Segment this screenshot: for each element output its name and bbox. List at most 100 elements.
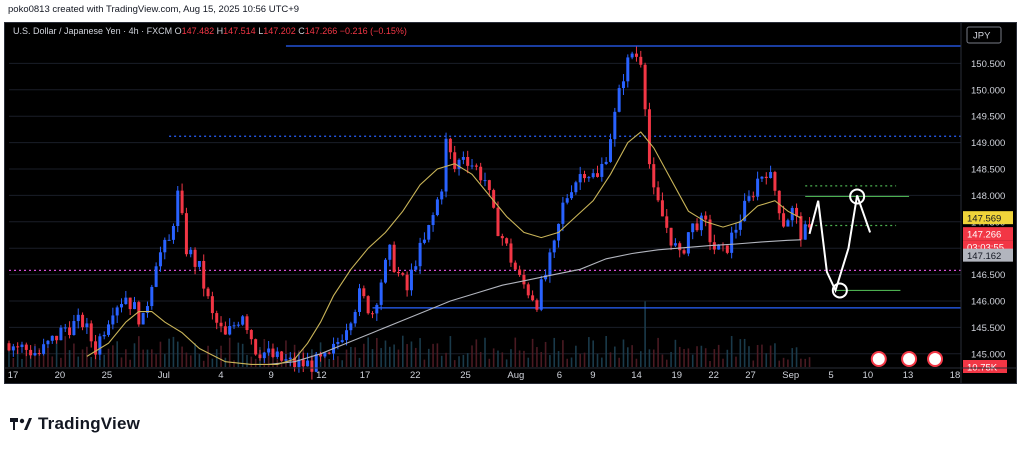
candle-body bbox=[570, 192, 574, 199]
volume-bar bbox=[635, 358, 638, 367]
volume-bar bbox=[800, 358, 802, 367]
time-tick-label: Jul bbox=[158, 370, 170, 381]
volume-bar bbox=[674, 339, 677, 367]
candle-body bbox=[288, 357, 292, 360]
ma-slow-line bbox=[268, 239, 801, 365]
candle-body bbox=[392, 244, 396, 273]
footer bbox=[0, 392, 1024, 450]
candle-body bbox=[375, 304, 379, 314]
candle-body bbox=[124, 297, 128, 305]
volume-bar bbox=[354, 347, 356, 367]
volume-bar bbox=[406, 344, 408, 367]
price-tick-label: 150.000 bbox=[971, 85, 1005, 96]
volume-bar bbox=[726, 349, 729, 367]
volume-bar bbox=[427, 348, 430, 367]
candle-body bbox=[115, 307, 119, 316]
candle-body bbox=[210, 296, 214, 314]
candle-body bbox=[699, 215, 703, 231]
volume-bar bbox=[436, 343, 439, 367]
volume-bar bbox=[107, 348, 110, 367]
candle-body bbox=[435, 199, 439, 216]
volume-bar bbox=[376, 337, 378, 367]
time-tick-label: 6 bbox=[557, 370, 562, 381]
last-price-label-bg bbox=[963, 227, 1013, 241]
candle-body bbox=[111, 315, 115, 325]
candle-body bbox=[319, 354, 323, 357]
volume-bar bbox=[159, 341, 162, 367]
volume-bar bbox=[142, 349, 144, 367]
candle-body bbox=[678, 243, 682, 251]
volume-bar bbox=[678, 346, 681, 367]
volume-bar bbox=[116, 341, 118, 367]
candle-body bbox=[150, 286, 154, 307]
volume-bar bbox=[562, 340, 564, 367]
candle-body bbox=[16, 346, 20, 348]
candle-body bbox=[345, 330, 349, 341]
price-tick-label: 145.500 bbox=[971, 323, 1005, 334]
volume-bar bbox=[449, 336, 452, 367]
price-tick-label: 150.500 bbox=[971, 59, 1005, 70]
candlestick-chart[interactable]: 150.500 150.000 149.500 149.000 148.500 148.0… bbox=[5, 23, 1016, 383]
candle-body bbox=[202, 261, 206, 289]
volume-bar bbox=[64, 336, 67, 367]
volume-bar bbox=[540, 352, 543, 367]
volume-bar bbox=[609, 352, 612, 367]
volume-bar bbox=[220, 345, 222, 367]
time-tick-label: 14 bbox=[631, 370, 642, 381]
candle-body bbox=[184, 213, 188, 255]
candle-body bbox=[349, 323, 353, 331]
candle-body bbox=[271, 348, 275, 357]
candle-body bbox=[513, 262, 517, 270]
candle-body bbox=[176, 190, 180, 226]
event-flag-icon bbox=[870, 351, 887, 367]
ma-slow-price-label: 147.162 bbox=[967, 251, 1001, 262]
volume-bar bbox=[47, 346, 49, 367]
candle-body bbox=[137, 302, 141, 325]
volume-bar bbox=[38, 348, 41, 367]
candle-body bbox=[600, 163, 604, 177]
candle-body bbox=[275, 351, 279, 357]
candle-body bbox=[747, 196, 751, 201]
volume-bar bbox=[272, 353, 274, 367]
candle-body bbox=[284, 359, 288, 361]
volume-bar bbox=[691, 354, 694, 367]
candle-body bbox=[803, 224, 807, 240]
volume-bar bbox=[804, 358, 807, 367]
candle-body bbox=[68, 327, 72, 336]
candle-body bbox=[405, 274, 409, 291]
volume-bar bbox=[401, 335, 404, 367]
candle-body bbox=[145, 306, 149, 313]
price-tick-label: 145.000 bbox=[971, 349, 1005, 360]
volume-bar bbox=[778, 360, 781, 367]
candle-body bbox=[608, 139, 612, 162]
candle-body bbox=[154, 266, 158, 287]
price-tick-label: 149.500 bbox=[971, 112, 1005, 123]
price-tick-label: 146.500 bbox=[971, 270, 1005, 281]
candle-body bbox=[769, 172, 773, 179]
candle-body bbox=[617, 88, 621, 112]
candle-body bbox=[587, 177, 591, 179]
volume-bar bbox=[8, 348, 10, 367]
volume-bar bbox=[622, 339, 625, 367]
candle-body bbox=[215, 313, 219, 323]
ohlc-legend: U.S. Dollar / Japanese Yen · 4h · FXCM O… bbox=[13, 26, 407, 36]
candle-body bbox=[431, 215, 435, 226]
candle-body bbox=[474, 165, 478, 167]
volume-bar bbox=[453, 360, 456, 367]
candle-body bbox=[102, 334, 106, 337]
volume-bar bbox=[445, 352, 447, 367]
chart-panel[interactable]: 150.500 150.000 149.500 149.000 148.500 148.0… bbox=[4, 22, 1017, 384]
candle-body bbox=[656, 187, 660, 201]
volume-bar bbox=[527, 357, 530, 367]
candle-body bbox=[479, 166, 483, 181]
candle-body bbox=[695, 223, 699, 231]
tradingview-brand[interactable]: TradingView bbox=[10, 414, 140, 434]
volume-bar bbox=[423, 359, 426, 367]
currency-badge-label: JPY bbox=[973, 31, 991, 42]
candle-body bbox=[531, 295, 535, 301]
candle-body bbox=[461, 156, 465, 160]
candle-body bbox=[738, 220, 742, 230]
price-tick-label: 146.000 bbox=[971, 297, 1005, 308]
volume-bar bbox=[337, 356, 339, 367]
candle-body bbox=[548, 252, 552, 276]
